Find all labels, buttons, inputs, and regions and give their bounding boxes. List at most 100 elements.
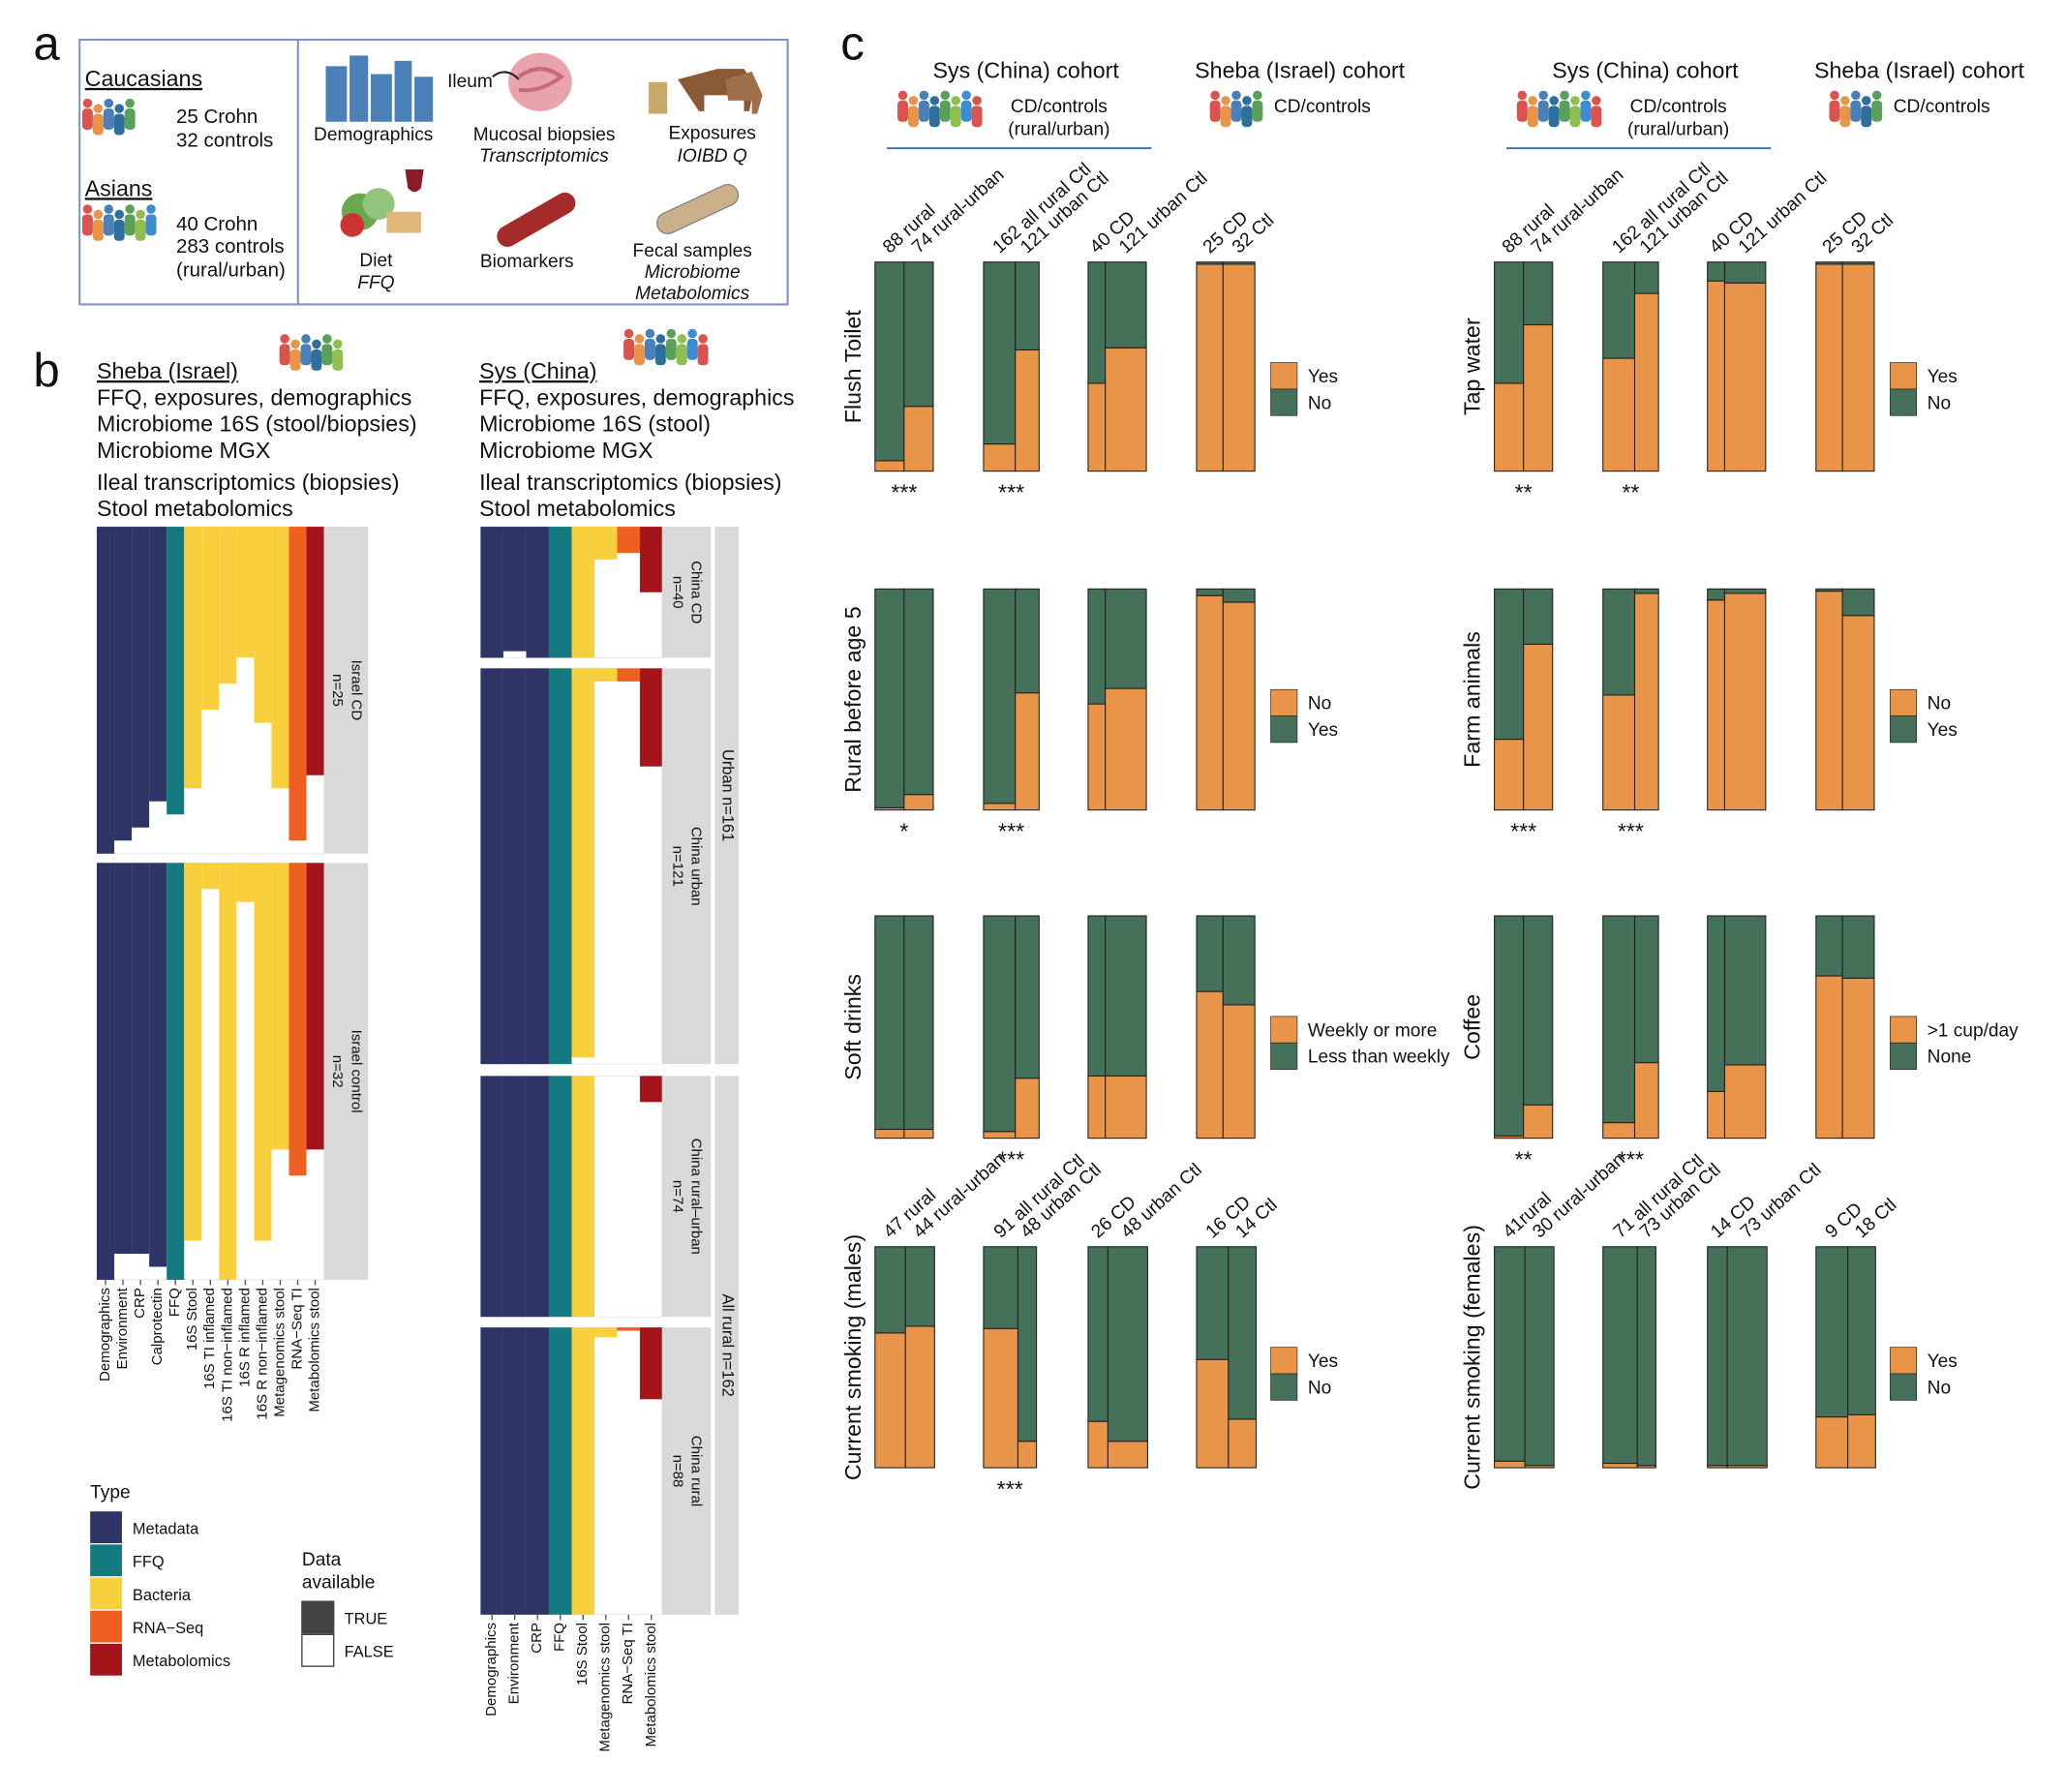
heatmap-cell [219,863,237,1280]
heatmap-cell [271,863,289,1150]
bar-segment [874,915,905,1131]
bar-segment [1723,588,1767,594]
person-icon [92,113,104,136]
person-icon [1861,106,1872,128]
legend-swatch [1890,1373,1918,1401]
group-line: 32 controls [176,130,273,152]
item-label: Ileum [447,72,493,92]
bar-segment [1723,915,1767,1066]
cohort-header: Sheba (Israel) cohort [1195,58,1406,83]
bar-segment [983,1246,1019,1329]
bar-segment [1523,1104,1554,1139]
person-icon [333,339,343,349]
legend-swatch [1270,715,1298,744]
legend-swatch [1890,688,1918,716]
significance: ** [1622,480,1639,505]
person-icon [82,204,93,214]
heatmap-cell [640,668,663,767]
bar-segment [1105,347,1147,472]
column-label: Environment [114,1287,131,1369]
person-icon [972,96,982,106]
bar-segment [1633,261,1659,294]
bar-segment [903,261,934,408]
heatmap-cell [548,1327,572,1615]
column-label: Metabolomics stool [307,1288,323,1412]
cohort-sub: (rural/urban) [1008,119,1109,139]
person-icon [279,344,290,366]
person-icon [93,209,104,220]
bar-segment [1523,588,1554,645]
cohort-line: Microbiome 16S (stool) [479,411,711,437]
heatmap-cell [114,863,133,1255]
heatmap-cell [184,527,202,789]
heatmap-cell [288,527,307,841]
heatmap-cell [571,1076,595,1318]
person-icon [1559,100,1570,122]
legend-swatch [301,1600,335,1634]
person-icon [655,334,666,344]
panel-label: b [33,344,59,397]
legend-label: Yes [1928,720,1958,741]
panel-label: c [840,17,865,71]
heatmap-cell [526,527,549,658]
legend-swatch [1890,388,1918,416]
group-label: China rural [688,1436,705,1506]
bar-segment [1017,1441,1038,1469]
person-icon [321,344,333,366]
legend-swatch [1270,1347,1298,1375]
outer-label: All rural n=162 [718,1294,736,1397]
bar-segment [1815,1246,1849,1418]
legend-label: Yes [1308,367,1338,387]
item-label: Mucosal biopsies [473,125,616,145]
person-icon [1537,100,1549,122]
bar-segment [1707,261,1726,282]
person-icon [951,96,960,106]
person-icon [918,100,929,122]
legend-label: Yes [1308,720,1338,741]
legend-label: No [1928,393,1951,413]
person-icon [1861,96,1871,106]
group-strip [661,527,712,658]
heatmap-cell [548,1076,572,1318]
person-icon [961,90,971,101]
significance: *** [998,819,1024,844]
bar-segment [903,915,934,1131]
cohort-line: Stool metabolomics [97,496,293,521]
heatmap-cell [594,1327,618,1338]
person-icon [1231,90,1241,101]
person-icon [623,338,635,360]
legend-swatch [1270,688,1298,716]
person-icon [960,100,972,122]
bar-segment [1015,915,1040,1079]
y-axis-title: Current smoking (females) [1460,1225,1485,1490]
bar-segment [1723,282,1767,472]
bar-segment [1707,588,1726,601]
person-icon [676,344,687,366]
bar-segment [1087,1420,1108,1469]
person-icon [687,328,697,339]
heatmap-cell [502,668,527,1065]
item-label: Demographics [314,125,433,145]
column-label: Demographics [97,1288,113,1382]
heatmap-cell [502,1076,527,1318]
person-icon [1830,90,1839,101]
heatmap-cell [548,527,572,658]
group-title: Caucasians [85,66,202,91]
item-sublabel: Metabolomics [635,284,749,304]
legend-label: FALSE [345,1644,394,1661]
item-label: Exposures [668,124,755,144]
bar-segment [1523,643,1554,811]
person-icon [289,349,301,371]
y-axis-title: Rural before age 5 [840,606,865,792]
cohort-sub: CD/controls [1630,97,1727,117]
person-icon [301,334,311,344]
person-icon [136,209,145,220]
legend-swatch [1270,388,1298,416]
group-line: 283 controls [176,235,285,258]
significance: *** [997,1476,1023,1502]
legend-swatch [1890,715,1918,744]
heatmap-cell [271,527,289,789]
heatmap-cell [526,1076,549,1318]
heatmap-cell [149,863,167,1267]
bar-segment [1087,588,1107,705]
